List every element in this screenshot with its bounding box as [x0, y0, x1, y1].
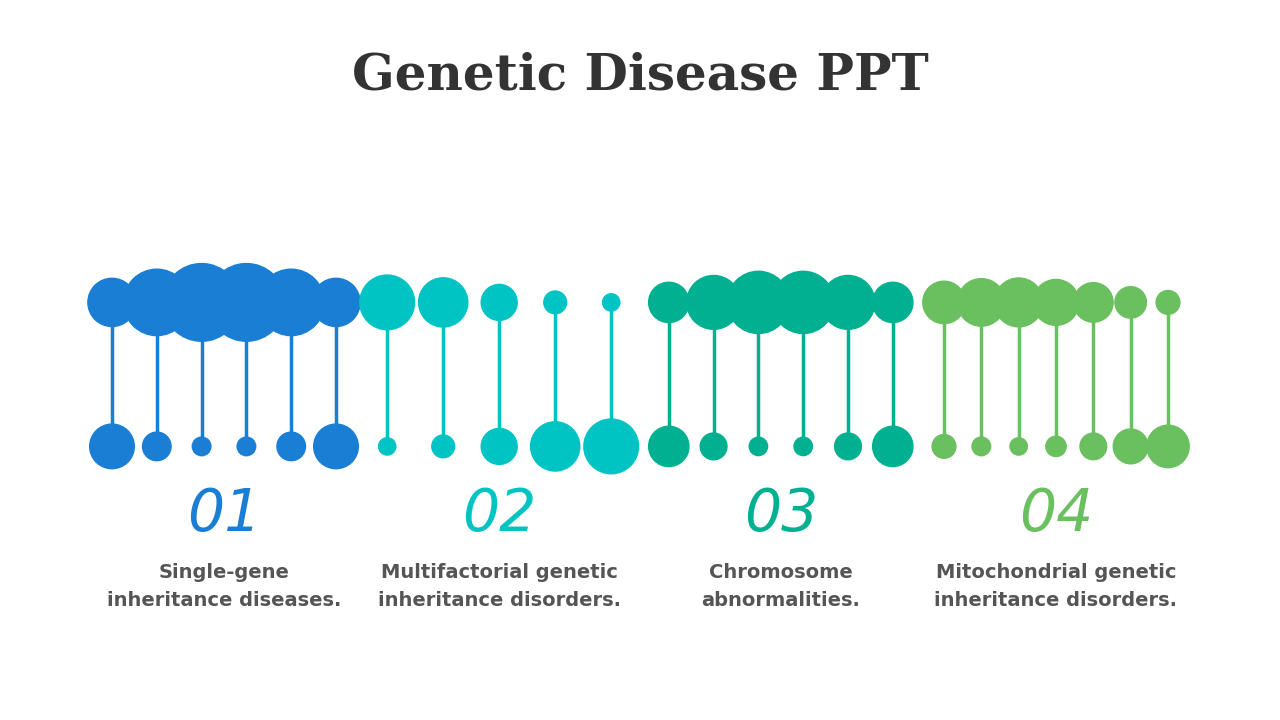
Text: 03: 03 — [744, 486, 818, 544]
Text: Multifactorial genetic
inheritance disorders.: Multifactorial genetic inheritance disor… — [378, 563, 621, 611]
Ellipse shape — [1115, 287, 1147, 318]
Ellipse shape — [820, 276, 876, 329]
Ellipse shape — [749, 437, 768, 456]
Text: 01: 01 — [187, 486, 261, 544]
Ellipse shape — [163, 264, 241, 341]
Ellipse shape — [1074, 283, 1114, 322]
Ellipse shape — [873, 282, 913, 323]
Ellipse shape — [700, 433, 727, 460]
Ellipse shape — [259, 269, 324, 336]
Ellipse shape — [192, 437, 211, 456]
Ellipse shape — [237, 437, 256, 456]
Ellipse shape — [1147, 426, 1189, 467]
Ellipse shape — [312, 279, 360, 327]
Ellipse shape — [957, 279, 1005, 326]
Ellipse shape — [649, 282, 689, 323]
Ellipse shape — [727, 271, 790, 333]
Ellipse shape — [419, 278, 467, 327]
Ellipse shape — [379, 438, 396, 455]
Ellipse shape — [772, 271, 835, 333]
Ellipse shape — [481, 284, 517, 320]
Ellipse shape — [142, 432, 172, 461]
Ellipse shape — [276, 432, 306, 461]
Text: Chromosome
abnormalities.: Chromosome abnormalities. — [701, 563, 860, 611]
Ellipse shape — [649, 426, 689, 467]
Ellipse shape — [1033, 279, 1079, 325]
Ellipse shape — [603, 294, 620, 311]
Ellipse shape — [1046, 436, 1066, 456]
Ellipse shape — [544, 291, 567, 314]
Ellipse shape — [923, 282, 965, 323]
Text: 04: 04 — [1019, 486, 1093, 544]
Ellipse shape — [88, 279, 136, 327]
Ellipse shape — [1114, 429, 1148, 464]
Text: Mitochondrial genetic
inheritance disorders.: Mitochondrial genetic inheritance disord… — [934, 563, 1178, 611]
Ellipse shape — [531, 422, 580, 471]
Ellipse shape — [1080, 433, 1107, 460]
Ellipse shape — [1010, 438, 1028, 455]
Ellipse shape — [686, 276, 741, 329]
Ellipse shape — [207, 264, 285, 341]
Ellipse shape — [481, 428, 517, 464]
Ellipse shape — [794, 437, 813, 456]
Ellipse shape — [1156, 290, 1180, 315]
Ellipse shape — [932, 434, 956, 459]
Ellipse shape — [873, 426, 913, 467]
Text: Genetic Disease PPT: Genetic Disease PPT — [352, 51, 928, 100]
Ellipse shape — [90, 424, 134, 469]
Ellipse shape — [995, 278, 1043, 327]
Ellipse shape — [124, 269, 189, 336]
Text: 02: 02 — [462, 486, 536, 544]
Ellipse shape — [972, 437, 991, 456]
Text: Single-gene
inheritance diseases.: Single-gene inheritance diseases. — [106, 563, 342, 611]
Ellipse shape — [835, 433, 861, 460]
Ellipse shape — [431, 435, 454, 458]
Ellipse shape — [584, 419, 639, 474]
Ellipse shape — [314, 424, 358, 469]
Ellipse shape — [360, 275, 415, 330]
